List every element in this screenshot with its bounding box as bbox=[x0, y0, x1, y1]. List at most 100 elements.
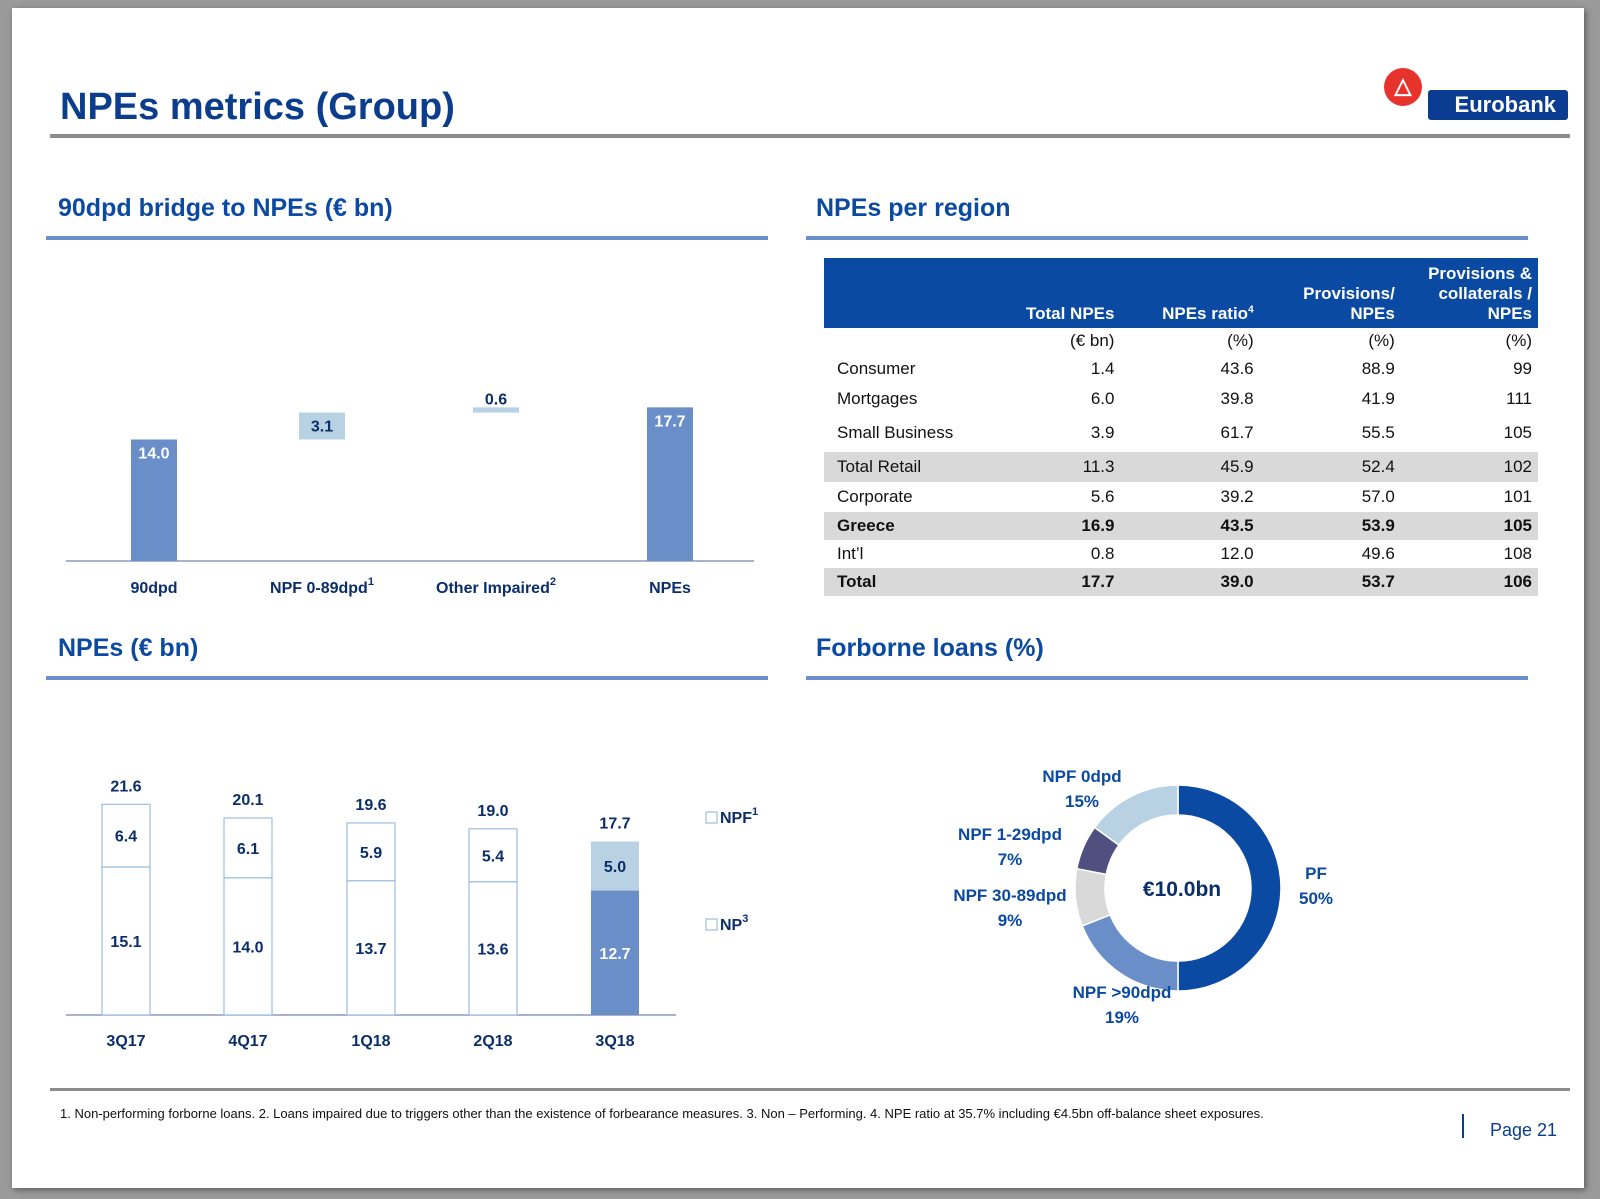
footnote-marker: 1 bbox=[752, 806, 758, 818]
npf-bar bbox=[223, 817, 273, 879]
bridge-bar bbox=[473, 407, 519, 413]
bridge-section-rule bbox=[46, 236, 768, 240]
donut-slice bbox=[1074, 867, 1112, 927]
table-header-text: NPEs ratio bbox=[1162, 304, 1249, 323]
table-cell: 5.6 bbox=[1090, 487, 1115, 506]
legend-label: NP3 bbox=[720, 913, 748, 934]
np-value-label: 14.0 bbox=[232, 939, 263, 956]
table-row: Corporate 5.6 39.2 57.0 101 bbox=[824, 482, 1538, 512]
table-cell: 101 bbox=[1503, 487, 1532, 506]
total-value-label: 20.1 bbox=[232, 792, 263, 809]
table-unit-cell: (€ bn) bbox=[1070, 331, 1115, 350]
table-cell: 1.4 bbox=[1090, 359, 1115, 378]
donut-slice-pct: 50% bbox=[1299, 889, 1333, 908]
np-value-label: 12.7 bbox=[599, 946, 630, 963]
legend-swatch bbox=[705, 918, 718, 931]
total-value-label: 21.6 bbox=[110, 778, 141, 795]
table-row: Total Retail 11.3 45.9 52.4 102 bbox=[824, 452, 1538, 482]
donut-slice-label: NPF 30-89dpd bbox=[953, 886, 1066, 905]
row-label: Total Retail bbox=[824, 452, 988, 482]
npes-section-title: NPEs (€ bn) bbox=[58, 634, 199, 662]
table-row: Small Business 3.9 61.7 55.5 105 bbox=[824, 414, 1538, 452]
period-label: 4Q17 bbox=[228, 1033, 267, 1050]
donut-slice bbox=[1081, 913, 1179, 992]
table-row: Consumer 1.4 43.6 88.9 99 bbox=[824, 354, 1538, 384]
forborne-section-title: Forborne loans (%) bbox=[816, 634, 1044, 662]
legend-label: NPF1 bbox=[720, 806, 758, 827]
donut-slice-pct: 19% bbox=[1105, 1008, 1139, 1027]
logo-text: Eurobank bbox=[1428, 90, 1568, 120]
title-divider bbox=[50, 134, 1570, 138]
donut-slice-pct: 7% bbox=[998, 850, 1023, 869]
slide: NPEs metrics (Group) △ Eurobank 90dpd br… bbox=[12, 8, 1584, 1188]
donut-slice-label: NPF 1-29dpd bbox=[958, 825, 1062, 844]
period-label: 3Q18 bbox=[595, 1033, 634, 1050]
npes-section-rule bbox=[46, 676, 768, 680]
table-cell: 6.0 bbox=[1090, 389, 1115, 408]
table-cell: 16.9 bbox=[987, 512, 1121, 540]
footnote-marker: 3 bbox=[742, 913, 748, 925]
table-cell: 39.0 bbox=[1120, 568, 1260, 596]
footnote-marker: 2 bbox=[550, 576, 556, 588]
bridge-value-label: 17.7 bbox=[654, 413, 685, 430]
table-header-cell bbox=[824, 258, 988, 328]
npf-value-label: 5.9 bbox=[360, 845, 382, 862]
total-value-label: 19.0 bbox=[477, 803, 508, 820]
table-cell: 41.9 bbox=[1361, 389, 1395, 408]
footnote-marker: 1 bbox=[368, 576, 374, 588]
table-row: Greece 16.9 43.5 53.9 105 bbox=[824, 512, 1538, 540]
npf-value-label: 6.4 bbox=[115, 829, 137, 846]
npf-value-label: 5.0 bbox=[604, 859, 626, 876]
np-bar bbox=[101, 866, 151, 1016]
np-value-label: 13.7 bbox=[355, 941, 386, 958]
npf-bar bbox=[101, 803, 151, 868]
table-header-cell: NPEs ratio4 bbox=[1120, 258, 1260, 328]
table-unit-cell: (%) bbox=[1368, 331, 1395, 350]
bridge-category-label: NPEs bbox=[649, 580, 691, 597]
forborne-section-rule bbox=[806, 676, 1528, 680]
table-units-row: (€ bn) (%) (%) (%) bbox=[824, 328, 1538, 354]
table-unit-cell: (%) bbox=[1227, 331, 1254, 350]
bridge-value-label: 14.0 bbox=[138, 445, 169, 462]
donut-slice-label: NPF >90dpd bbox=[1073, 983, 1172, 1002]
page-title: NPEs metrics (Group) bbox=[60, 86, 455, 128]
table-header-cell: Provisions/ NPEs bbox=[1259, 258, 1401, 328]
table-cell: 45.9 bbox=[1120, 452, 1260, 482]
table-cell: 99 bbox=[1513, 359, 1532, 378]
row-label: Total bbox=[824, 568, 988, 596]
period-label: 2Q18 bbox=[473, 1033, 512, 1050]
period-label: 1Q18 bbox=[351, 1033, 390, 1050]
table-cell: 43.5 bbox=[1120, 512, 1260, 540]
footnote: 1. Non-performing forborne loans. 2. Loa… bbox=[60, 1106, 1264, 1121]
table-cell: 12.0 bbox=[1220, 544, 1254, 563]
table-cell: 3.9 bbox=[1090, 423, 1115, 442]
forborne-donut-chart: €10.0bn PF 50% NPF >90dpd 19% NPF 30-89dpd 9% N… bbox=[953, 767, 1333, 1027]
table-header-row: Total NPEs NPEs ratio4 Provisions/ NPEs … bbox=[824, 258, 1538, 328]
page-marker bbox=[1462, 1114, 1464, 1138]
table-row: Int’l 0.8 12.0 49.6 108 bbox=[824, 540, 1538, 568]
table-cell: 53.9 bbox=[1259, 512, 1401, 540]
eurobank-logo: △ Eurobank bbox=[1384, 66, 1568, 122]
bridge-bar bbox=[131, 439, 177, 561]
npes-per-region-table: Total NPEs NPEs ratio4 Provisions/ NPEs … bbox=[824, 258, 1538, 596]
donut-slice bbox=[1093, 784, 1179, 847]
page-number: Page 21 bbox=[1490, 1120, 1558, 1140]
npf-bar bbox=[468, 828, 518, 883]
donut-slice-label: PF bbox=[1305, 864, 1327, 883]
np-bar bbox=[468, 881, 518, 1016]
table-cell: 11.3 bbox=[987, 452, 1121, 482]
row-label: Corporate bbox=[837, 487, 913, 506]
legend-swatch bbox=[705, 811, 718, 824]
npf-value-label: 5.4 bbox=[482, 848, 504, 865]
table-cell: 0.8 bbox=[1090, 544, 1115, 563]
row-label: Small Business bbox=[837, 423, 954, 442]
table-cell: 105 bbox=[1503, 423, 1532, 442]
np-bar bbox=[346, 880, 396, 1016]
table-cell: 39.2 bbox=[1220, 487, 1254, 506]
table-header-cell: Provisions & collaterals / NPEs bbox=[1400, 258, 1538, 328]
np-value-label: 13.6 bbox=[477, 941, 508, 958]
footer-divider bbox=[50, 1088, 1570, 1091]
table-cell: 111 bbox=[1506, 389, 1532, 408]
table-cell: 39.8 bbox=[1220, 389, 1254, 408]
donut-slice-pct: 15% bbox=[1065, 792, 1099, 811]
